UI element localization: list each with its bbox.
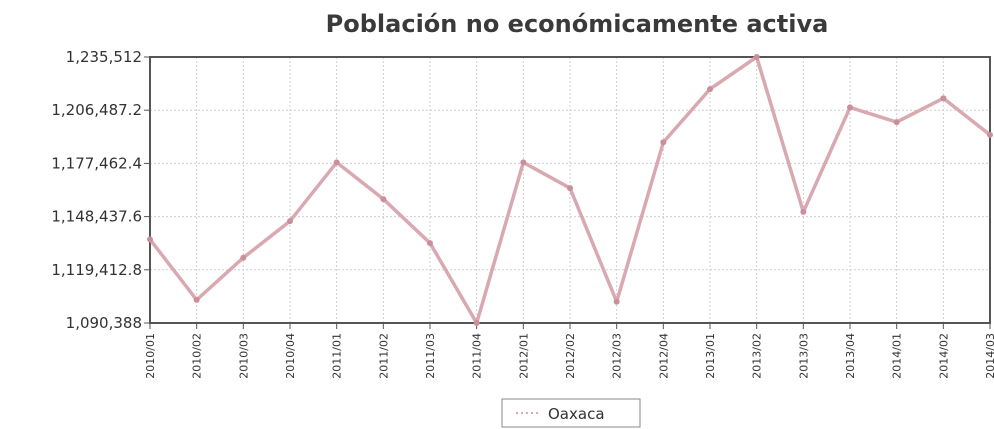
- x-tick-label: 2011/03: [424, 333, 437, 379]
- x-tick-label: 2013/01: [704, 333, 717, 379]
- data-point[interactable]: [333, 159, 340, 166]
- x-tick-label: 2012/04: [657, 333, 670, 379]
- x-tick-label: 2010/03: [237, 333, 250, 379]
- data-point[interactable]: [847, 104, 853, 111]
- data-point[interactable]: [380, 196, 387, 203]
- x-tick-label: 2013/03: [797, 333, 810, 379]
- x-tick-label: 2011/01: [331, 333, 344, 379]
- data-point[interactable]: [287, 218, 293, 225]
- x-tick-label: 2013/04: [844, 333, 857, 379]
- data-point[interactable]: [987, 131, 993, 138]
- x-tick-label: 2011/02: [377, 333, 390, 379]
- series-layer: [147, 54, 993, 326]
- x-tick-label: 2010/02: [191, 333, 204, 379]
- y-tick-label: 1,119,412.8: [51, 261, 142, 279]
- data-point[interactable]: [660, 139, 667, 146]
- y-tick-label: 1,090,388: [66, 314, 142, 332]
- x-tick-label: 2012/01: [517, 333, 530, 379]
- x-tick-label: 2011/04: [471, 333, 484, 379]
- data-point[interactable]: [567, 185, 573, 192]
- x-tick-label: 2014/01: [891, 333, 904, 379]
- x-tick-label: 2010/01: [144, 333, 157, 379]
- x-tick-label: 2014/02: [937, 333, 950, 379]
- legend-label-oaxaca: Oaxaca: [548, 405, 605, 423]
- data-point[interactable]: [473, 320, 480, 326]
- x-tick-label: 2012/02: [564, 333, 577, 379]
- data-point[interactable]: [193, 296, 200, 303]
- x-tick-label: 2013/02: [751, 333, 764, 379]
- x-tick-label: 2012/03: [611, 333, 624, 379]
- legend-box: [501, 398, 641, 428]
- data-point[interactable]: [147, 236, 153, 243]
- data-point[interactable]: [893, 119, 900, 126]
- data-point[interactable]: [240, 254, 247, 261]
- data-point[interactable]: [427, 240, 433, 247]
- y-axis-ticks: 1,235,512 1,206,487.2 1,177,462.4 1,148,437…: [51, 48, 150, 332]
- data-point[interactable]: [707, 86, 713, 93]
- data-point[interactable]: [613, 298, 620, 305]
- y-tick-label: 1,235,512: [66, 48, 142, 66]
- y-tick-label: 1,177,462.4: [51, 154, 142, 172]
- y-tick-label: 1,206,487.2: [51, 101, 142, 119]
- x-axis-ticks: 2010/01 2010/02 2010/03 2010/04 2011/01 2011/…: [144, 323, 994, 379]
- chart-title: Población no económicamente activa: [326, 10, 829, 38]
- data-point[interactable]: [800, 208, 807, 215]
- x-tick-label: 2014/03: [984, 333, 994, 379]
- data-point[interactable]: [520, 159, 527, 166]
- x-tick-label: 2010/04: [284, 333, 297, 379]
- legend[interactable]: Oaxaca: [501, 398, 641, 428]
- y-tick-label: 1,148,437.6: [51, 208, 142, 226]
- data-point[interactable]: [940, 95, 947, 102]
- data-point[interactable]: [753, 54, 760, 60]
